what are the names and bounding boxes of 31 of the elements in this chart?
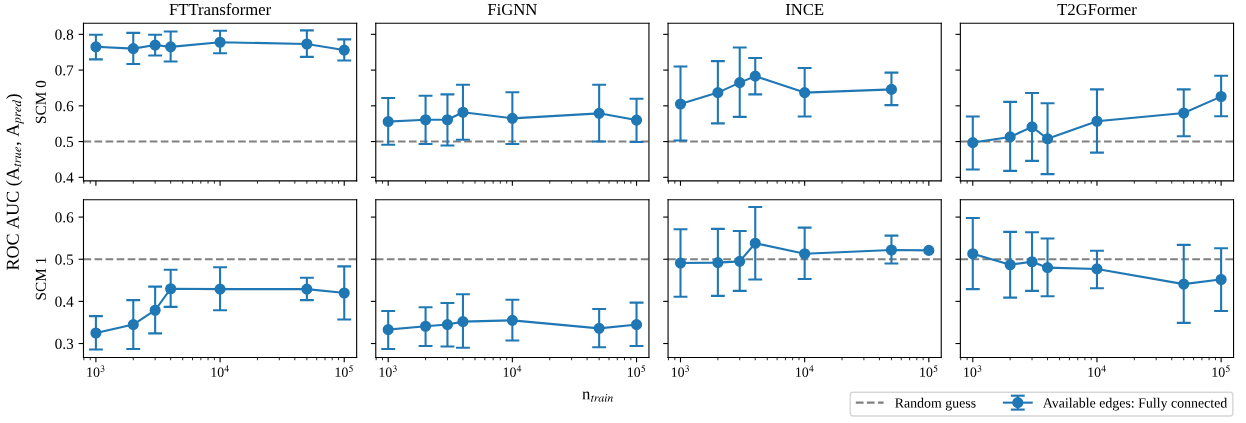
y-tick-label: 0.4 [55,296,74,307]
y-tick-label: 0.8 [55,29,74,40]
x-tick-label: 10$^{4}$ [503,365,522,377]
x-tick-label: 10$^{4}$ [1088,365,1106,377]
chart-title: INCE [785,3,824,16]
chart-title: T2GFormer [1057,3,1137,16]
y-tick-label: 0.5 [55,254,74,265]
chart-title: FTTransformer [169,3,271,16]
chart-title: FiGNN [487,3,537,16]
x-tick-label: 10$^{5}$ [920,365,938,377]
x-tick-label: 10$^{4}$ [211,365,229,377]
legend-label: Random guess [895,397,976,411]
y-tick-label: 0.6 [55,212,74,223]
x-tick-label: 10$^{4}$ [796,365,814,377]
y-tick-label: 0.4 [55,172,74,183]
y-tick-label: 0.6 [55,100,74,112]
y-axis-title: SCM 1 [35,257,46,300]
y-tick-label: 0.3 [55,338,74,350]
x-tick-label: 10$^{5}$ [1212,365,1230,377]
x-tick-label: 10$^{3}$ [964,365,982,377]
x-tick-label: 10$^{3}$ [87,365,105,377]
y-tick-label: 0.7 [55,65,74,76]
y-tick-label: 0.5 [55,136,74,148]
x-tick-label: 10$^{3}$ [671,365,689,377]
x-tick-label: 10$^{3}$ [379,365,397,377]
y-axis-title: SCM 0 [35,80,46,123]
legend-label: Available edges: Fully connected [1042,397,1228,411]
text: n$_{train}$ [582,391,613,402]
x-tick-label: 10$^{5}$ [627,365,646,377]
text: ROC AUC (A$_{true}$, A$_{pred}$) [6,94,24,271]
x-tick-label: 10$^{5}$ [335,365,353,377]
